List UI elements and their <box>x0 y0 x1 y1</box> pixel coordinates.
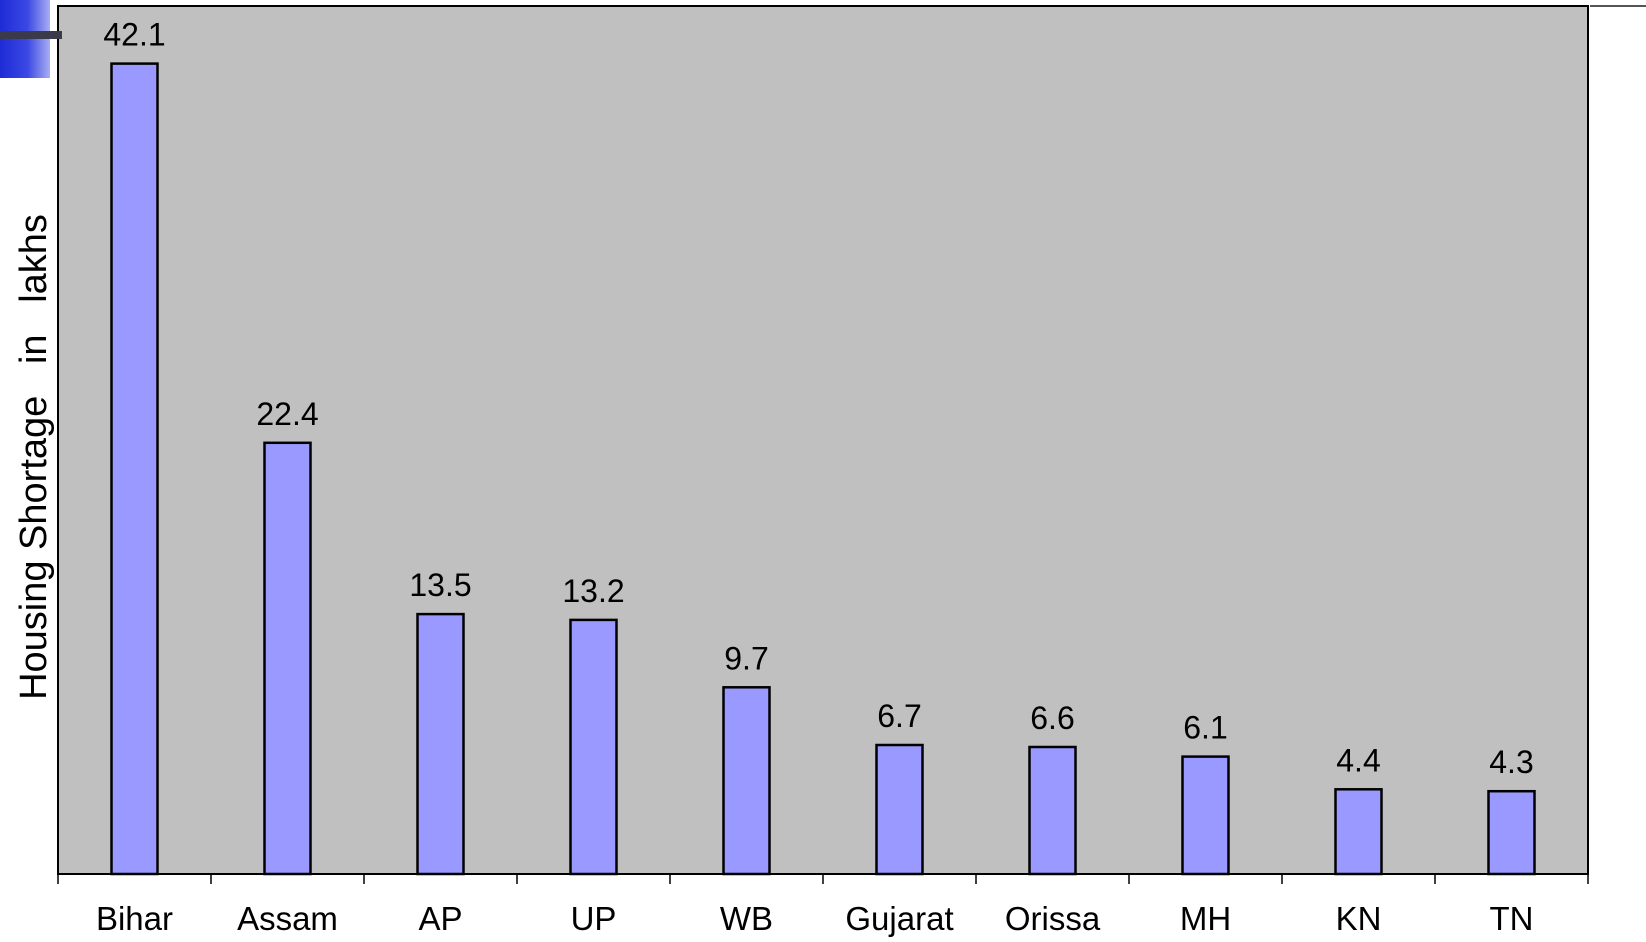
bar-orissa <box>1028 745 1077 876</box>
data-label-ap: 13.5 <box>409 567 471 603</box>
bar-kn <box>1334 788 1383 876</box>
bar-bihar <box>110 62 159 876</box>
bar-gujarat <box>875 743 924 876</box>
bar-wb <box>722 686 771 876</box>
y-axis-label: Housing Shortage in lakhs <box>13 214 55 700</box>
bars-layer <box>110 62 1536 876</box>
x-tick-label-gujarat: Gujarat <box>845 900 953 937</box>
bar-ap <box>416 612 465 876</box>
corner-decoration <box>0 0 62 80</box>
data-label-wb: 9.7 <box>724 640 768 676</box>
x-tick-label-assam: Assam <box>237 900 338 937</box>
bar-tn <box>1487 789 1536 876</box>
x-tick-label-orissa: Orissa <box>1005 900 1101 937</box>
x-tick-label-ap: AP <box>418 900 462 937</box>
data-label-gujarat: 6.7 <box>877 698 921 734</box>
data-labels: 42.1 22.4 13.5 13.2 9.7 6.7 6.6 6.1 4.4 4.3 <box>103 17 1533 781</box>
bar-assam <box>263 441 312 876</box>
data-label-up: 13.2 <box>562 573 624 609</box>
data-label-bihar: 42.1 <box>103 17 165 53</box>
x-tick-label-bihar: Bihar <box>96 900 173 937</box>
plot-area <box>57 5 1589 875</box>
data-label-tn: 4.3 <box>1489 744 1533 780</box>
corner-dark-line <box>0 31 62 39</box>
x-tick-label-wb: WB <box>720 900 773 937</box>
x-tick-label-mh: MH <box>1180 900 1231 937</box>
data-label-assam: 22.4 <box>256 396 318 432</box>
data-label-mh: 6.1 <box>1183 710 1227 746</box>
data-label-orissa: 6.6 <box>1030 700 1074 736</box>
bar-up <box>569 618 618 876</box>
x-tick-label-up: UP <box>571 900 617 937</box>
x-tick-label-kn: KN <box>1336 900 1382 937</box>
x-tick-label-tn: TN <box>1490 900 1534 937</box>
corner-blue-block <box>0 0 50 78</box>
bar-mh <box>1181 755 1230 876</box>
data-label-kn: 4.4 <box>1336 742 1380 778</box>
x-tick-labels: Bihar Assam AP UP WB Gujarat Orissa MH KN TN <box>96 900 1534 937</box>
x-axis <box>57 874 1589 884</box>
top-right-rule <box>1590 5 1646 7</box>
